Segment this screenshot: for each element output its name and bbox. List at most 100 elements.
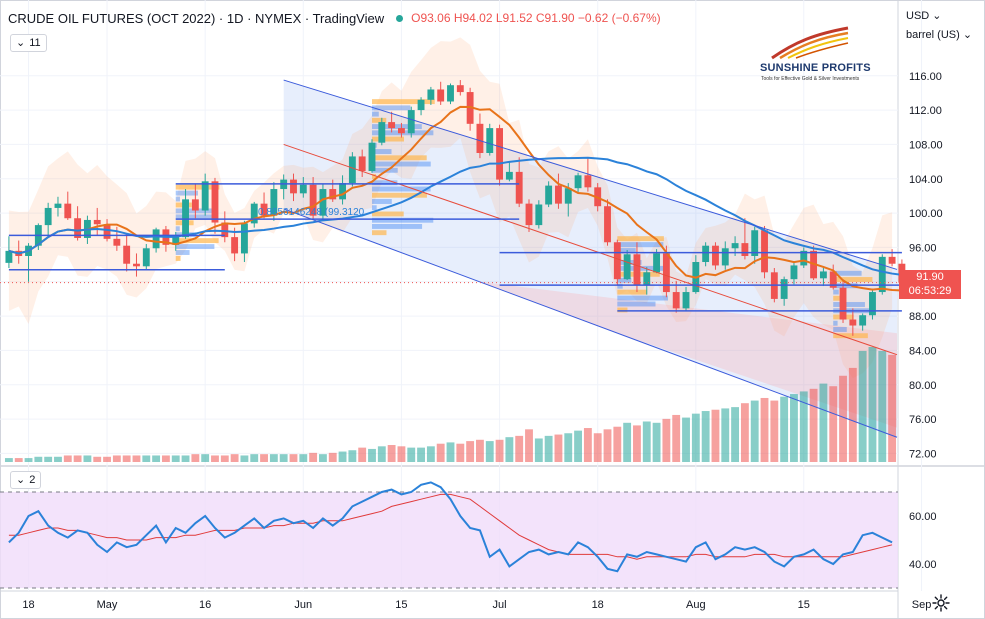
time-tick-label: Jul <box>493 599 507 611</box>
volume-profile-bar <box>371 211 404 217</box>
candle-body <box>407 110 415 134</box>
volume-profile-bar <box>833 320 838 326</box>
price-tick-label: 112.00 <box>909 105 942 117</box>
volume-profile-bar <box>833 302 865 307</box>
volume-bar <box>829 386 838 462</box>
candle-body <box>712 245 719 266</box>
volume-bar <box>54 456 62 462</box>
volume-profile-bar <box>617 307 628 313</box>
volume-bar <box>593 433 602 462</box>
time-tick-label: 16 <box>199 599 211 611</box>
volume-bar <box>740 403 749 462</box>
unit-select[interactable]: barrel (US) ⌄ <box>906 28 972 41</box>
candlesticks[interactable] <box>5 80 906 336</box>
candle-body <box>662 253 670 293</box>
candle-body <box>555 185 562 204</box>
candle-body <box>564 188 572 204</box>
market-status-dot <box>396 14 404 22</box>
volume-bar <box>495 439 504 462</box>
swoosh-icon <box>771 26 849 60</box>
fib-level-label: 0.8656146248 (99.3120 <box>258 207 365 218</box>
candle-body <box>584 175 592 188</box>
candle-body <box>741 243 749 256</box>
rsi-ma-line <box>8 493 893 560</box>
volume-bar <box>701 411 710 462</box>
symbol-title[interactable]: CRUDE OIL FUTURES (OCT 2022) · 1D · NYME… <box>8 10 385 26</box>
time-tick-label: 18 <box>22 599 34 611</box>
volume-bar <box>132 455 141 462</box>
candle-body <box>250 203 258 224</box>
candle-body <box>142 248 150 267</box>
rsi-count: 2 <box>29 474 36 486</box>
volume-bar <box>191 454 200 462</box>
gear-icon[interactable] <box>932 594 950 612</box>
time-tick-label: Jun <box>294 599 312 611</box>
candle-body <box>800 250 808 266</box>
wedge-fill <box>479 281 897 428</box>
candle-body <box>682 292 690 309</box>
candle-body <box>123 245 131 264</box>
volume-bars <box>4 347 897 462</box>
candle-body <box>5 250 13 263</box>
volume-bar <box>436 443 445 462</box>
volume-bar <box>525 429 533 462</box>
volume-bar <box>368 448 376 462</box>
candle-body <box>643 272 651 286</box>
volume-bar <box>397 446 406 462</box>
volume-bar <box>760 397 769 462</box>
candle-body <box>329 189 337 200</box>
volume-profile-bar <box>175 244 215 250</box>
volume-bar <box>63 455 72 462</box>
candle-body <box>211 181 219 223</box>
candle-body <box>103 224 111 239</box>
volume-bar <box>819 383 828 462</box>
candle-body <box>525 203 533 226</box>
volume-bar <box>299 454 308 462</box>
volume-bar <box>348 450 357 462</box>
volume-profile-bar <box>617 283 623 289</box>
volume-profile-bar <box>371 205 377 211</box>
volume-profile-bar <box>371 180 398 186</box>
volume-profile-bar <box>371 161 431 167</box>
volume-bar <box>112 455 121 462</box>
candle-body <box>456 85 464 93</box>
volume-profile-bar <box>371 111 379 117</box>
candle-body <box>358 156 366 172</box>
time-tick-label: May <box>97 599 118 611</box>
candle-body <box>849 319 857 326</box>
volume-profile-bar <box>371 155 427 161</box>
volume-bar <box>122 455 131 462</box>
volume-bar <box>211 455 219 462</box>
volume-bar <box>583 428 592 462</box>
volume-bar <box>377 446 386 462</box>
candle-body <box>574 175 582 189</box>
currency-select[interactable]: USD ⌄ <box>906 9 942 22</box>
last-price-value: 91.90 <box>916 271 944 283</box>
rsi-toggle-button[interactable]: ⌄ 2 <box>10 471 42 489</box>
volume-profile-bar <box>371 174 376 179</box>
volume-bar <box>544 435 553 462</box>
chevron-down-icon: ⌄ <box>16 37 26 49</box>
chevron-down-icon: ⌄ <box>932 10 942 22</box>
volume-profile-bar <box>175 214 218 220</box>
volume-bar <box>770 400 779 462</box>
volume-bar <box>456 443 465 462</box>
volume-bar <box>73 455 82 462</box>
volume-bar <box>328 452 337 462</box>
volume-bar <box>790 394 798 462</box>
indicators-toggle-button[interactable]: ⌄ 11 <box>10 34 47 52</box>
last-price-tag: 91.90 06:53:29 <box>899 270 961 299</box>
price-tick-label: 88.00 <box>909 311 937 323</box>
candle-body <box>496 128 504 180</box>
candle-body <box>515 171 523 204</box>
volume-bar <box>309 452 318 462</box>
moving-average-fast <box>8 105 902 292</box>
candle-body <box>290 179 297 194</box>
cloud-band <box>8 37 893 379</box>
volume-profile-bar <box>833 289 839 295</box>
rsi-pane[interactable] <box>0 481 898 589</box>
candle-body <box>702 245 710 263</box>
candle-body <box>427 89 435 100</box>
volume-profile-bar <box>371 149 392 155</box>
